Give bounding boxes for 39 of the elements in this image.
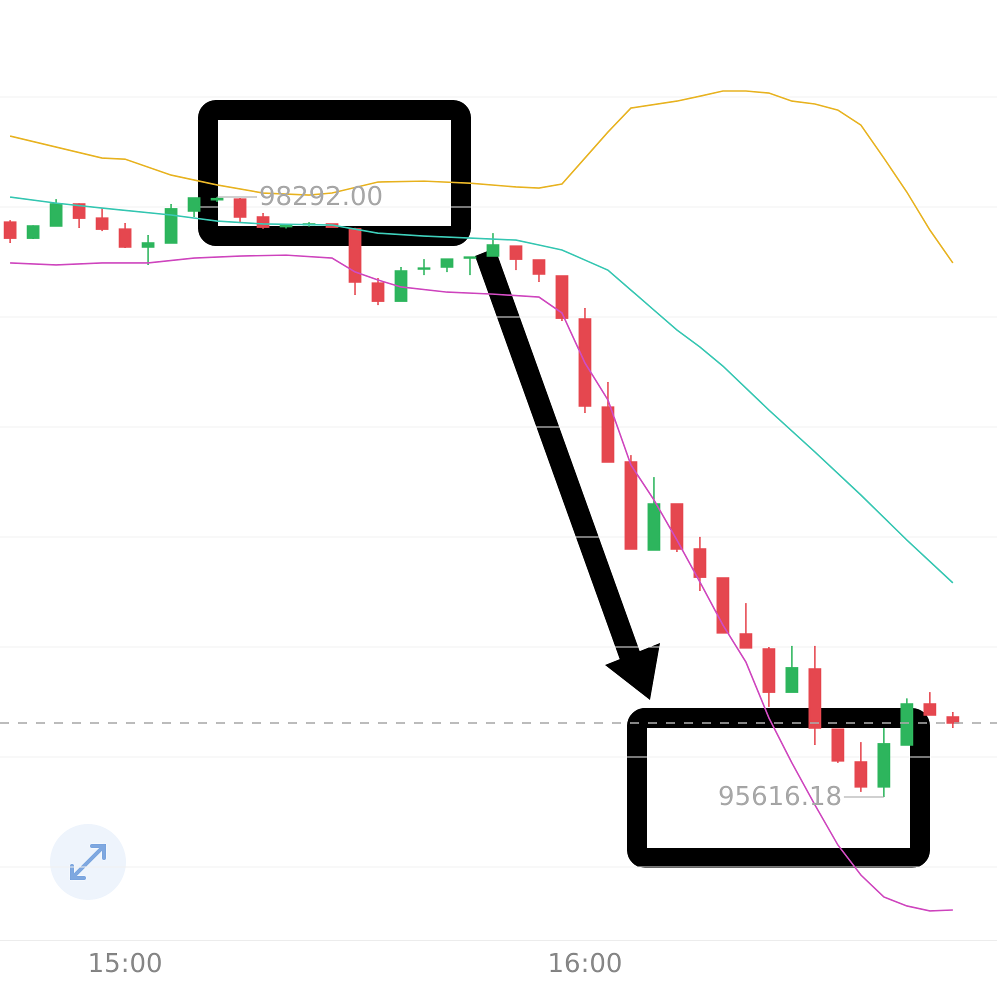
candlestick — [118, 222, 132, 249]
x-tick-label: 15:00 — [88, 949, 163, 980]
candlestick — [762, 646, 776, 708]
candlestick — [648, 476, 660, 552]
candlestick — [486, 232, 500, 258]
candlestick — [142, 234, 154, 266]
candlestick — [694, 536, 706, 592]
x-tick-label: 16:00 — [547, 949, 622, 980]
candlestick — [832, 728, 844, 764]
candlestick — [50, 198, 62, 228]
candlestick — [348, 228, 362, 296]
candlestick — [4, 219, 16, 244]
candlestick — [854, 741, 868, 793]
candlestick — [624, 454, 638, 550]
candlestick — [556, 274, 568, 322]
candlestick — [808, 645, 822, 746]
candlestick — [923, 691, 936, 716]
candlestick — [740, 602, 752, 650]
candlestick — [578, 307, 592, 414]
candlestick — [234, 197, 246, 223]
candlestick — [786, 645, 798, 694]
candlestick — [26, 224, 40, 240]
candlestick — [72, 202, 86, 229]
candlestick — [418, 258, 430, 276]
candlestick — [716, 576, 730, 634]
candlestick — [670, 502, 684, 553]
candlestick — [510, 244, 522, 271]
candlestick — [602, 381, 614, 464]
candlestick — [877, 727, 890, 798]
candlestick — [440, 258, 454, 273]
candlestick — [372, 277, 384, 306]
candlestick — [394, 266, 408, 302]
candlestick — [532, 258, 546, 283]
candlestick — [164, 203, 178, 244]
candlestick — [900, 698, 914, 746]
candlestick — [188, 196, 200, 218]
candlestick — [464, 256, 476, 276]
candlestick — [946, 711, 960, 729]
candlestick — [96, 207, 108, 232]
